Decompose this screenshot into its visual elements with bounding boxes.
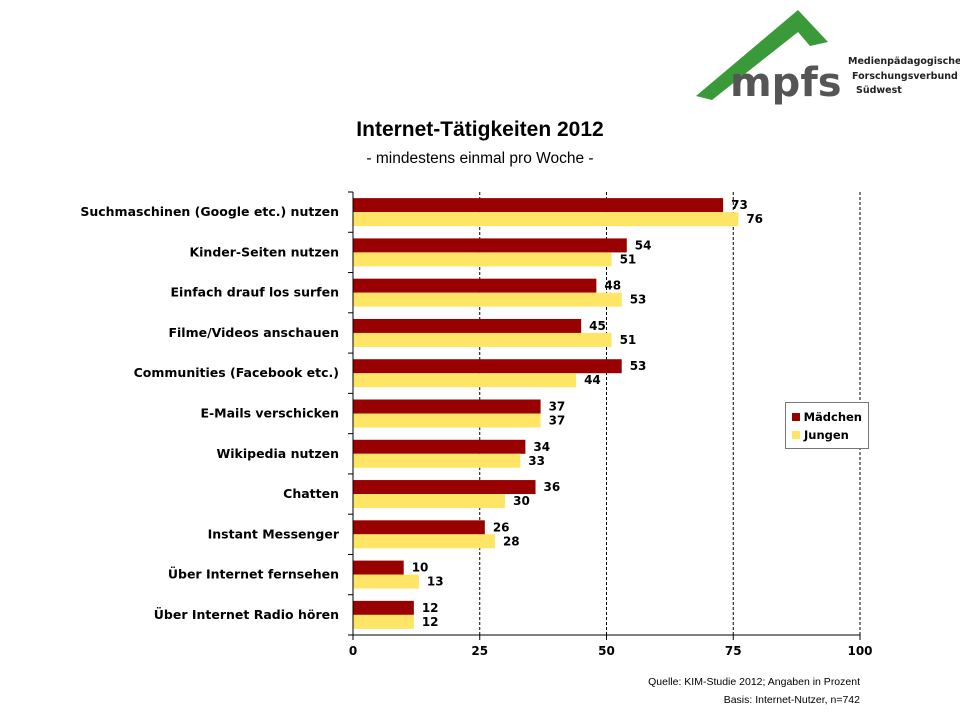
- category-label-6: Wikipedia nutzen: [216, 446, 339, 461]
- bar-jungen-8: [353, 534, 495, 549]
- legend-label-maedchen: Mädchen: [803, 410, 862, 424]
- category-label-5: E-Mails verschicken: [200, 406, 339, 421]
- data-label-maedchen-10: 12: [422, 601, 439, 615]
- bar-jungen-3: [353, 332, 612, 347]
- data-label-jungen-3: 51: [620, 333, 637, 347]
- mpfs-logo: mpfs: [696, 10, 842, 106]
- bar-maedchen-2: [353, 278, 597, 293]
- bar-jungen-6: [353, 453, 521, 468]
- basis-note: Basis: Internet-Nutzer, n=742: [723, 694, 860, 706]
- chart-legend: Mädchen Jungen: [785, 402, 869, 449]
- bar-maedchen-6: [353, 439, 526, 454]
- bar-maedchen-0: [353, 198, 724, 213]
- data-label-jungen-7: 30: [513, 494, 530, 508]
- logo-roof-shape: [696, 10, 828, 100]
- data-label-maedchen-7: 36: [544, 480, 561, 494]
- data-label-maedchen-8: 26: [493, 520, 510, 534]
- category-label-4: Communities (Facebook etc.): [134, 365, 339, 380]
- bar-jungen-5: [353, 413, 541, 428]
- x-tick-label-100: 100: [847, 644, 872, 658]
- bar-jungen-1: [353, 252, 612, 267]
- category-label-2: Einfach drauf los surfen: [171, 285, 339, 300]
- data-label-maedchen-2: 48: [604, 279, 621, 293]
- data-label-jungen-6: 33: [528, 454, 545, 468]
- data-label-jungen-5: 37: [549, 414, 566, 428]
- data-label-maedchen-0: 73: [731, 198, 748, 212]
- legend-item-jungen: Jungen: [792, 426, 862, 444]
- bar-maedchen-5: [353, 399, 541, 414]
- bar-jungen-9: [353, 574, 419, 589]
- bar-jungen-7: [353, 494, 506, 509]
- logo-line-2: Forschungsverbund: [852, 71, 958, 82]
- category-label-3: Filme/Videos anschauen: [168, 325, 339, 340]
- logo-line-3: Südwest: [856, 85, 902, 96]
- data-label-jungen-9: 13: [427, 575, 444, 589]
- bar-jungen-0: [353, 212, 739, 227]
- data-label-maedchen-9: 10: [412, 561, 429, 575]
- data-label-maedchen-1: 54: [635, 238, 652, 252]
- bar-maedchen-3: [353, 318, 582, 333]
- legend-label-jungen: Jungen: [804, 428, 849, 442]
- data-label-maedchen-4: 53: [630, 359, 647, 373]
- logo-line-1: Medienpädagogischer: [848, 56, 960, 67]
- category-label-9: Über Internet fernsehen: [168, 567, 339, 582]
- x-tick-label-25: 25: [471, 644, 488, 658]
- legend-item-maedchen: Mädchen: [792, 408, 862, 426]
- chart-title: Internet-Tätigkeiten 2012: [356, 118, 604, 141]
- bar-maedchen-9: [353, 560, 404, 575]
- bar-jungen-4: [353, 373, 577, 388]
- data-label-maedchen-6: 34: [533, 440, 550, 454]
- category-label-8: Instant Messenger: [208, 526, 340, 541]
- bar-maedchen-8: [353, 520, 485, 535]
- x-tick-label-0: 0: [349, 644, 357, 658]
- logo-text: mpfs: [730, 60, 842, 106]
- bar-jungen-2: [353, 292, 622, 307]
- chart-subtitle: - mindestens einmal pro Woche -: [366, 150, 594, 167]
- data-label-jungen-0: 76: [746, 212, 763, 226]
- data-label-maedchen-3: 45: [589, 319, 606, 333]
- category-label-1: Kinder-Seiten nutzen: [189, 244, 339, 259]
- source-note: Quelle: KIM-Studie 2012; Angaben in Proz…: [648, 676, 860, 688]
- bar-maedchen-4: [353, 359, 622, 374]
- bar-maedchen-7: [353, 480, 536, 495]
- bar-maedchen-10: [353, 600, 414, 615]
- data-label-jungen-4: 44: [584, 373, 601, 387]
- x-tick-label-75: 75: [725, 644, 742, 658]
- category-label-0: Suchmaschinen (Google etc.) nutzen: [80, 204, 339, 219]
- legend-swatch-maedchen: [792, 413, 800, 421]
- bar-maedchen-1: [353, 238, 627, 253]
- bar-jungen-10: [353, 614, 414, 629]
- category-label-7: Chatten: [283, 486, 339, 501]
- data-label-jungen-1: 51: [620, 252, 637, 266]
- data-label-maedchen-5: 37: [549, 400, 566, 414]
- category-label-10: Über Internet Radio hören: [154, 607, 339, 622]
- data-label-jungen-2: 53: [630, 293, 647, 307]
- data-label-jungen-10: 12: [422, 615, 439, 629]
- legend-swatch-jungen: [792, 431, 800, 439]
- data-label-jungen-8: 28: [503, 534, 520, 548]
- x-tick-label-50: 50: [598, 644, 615, 658]
